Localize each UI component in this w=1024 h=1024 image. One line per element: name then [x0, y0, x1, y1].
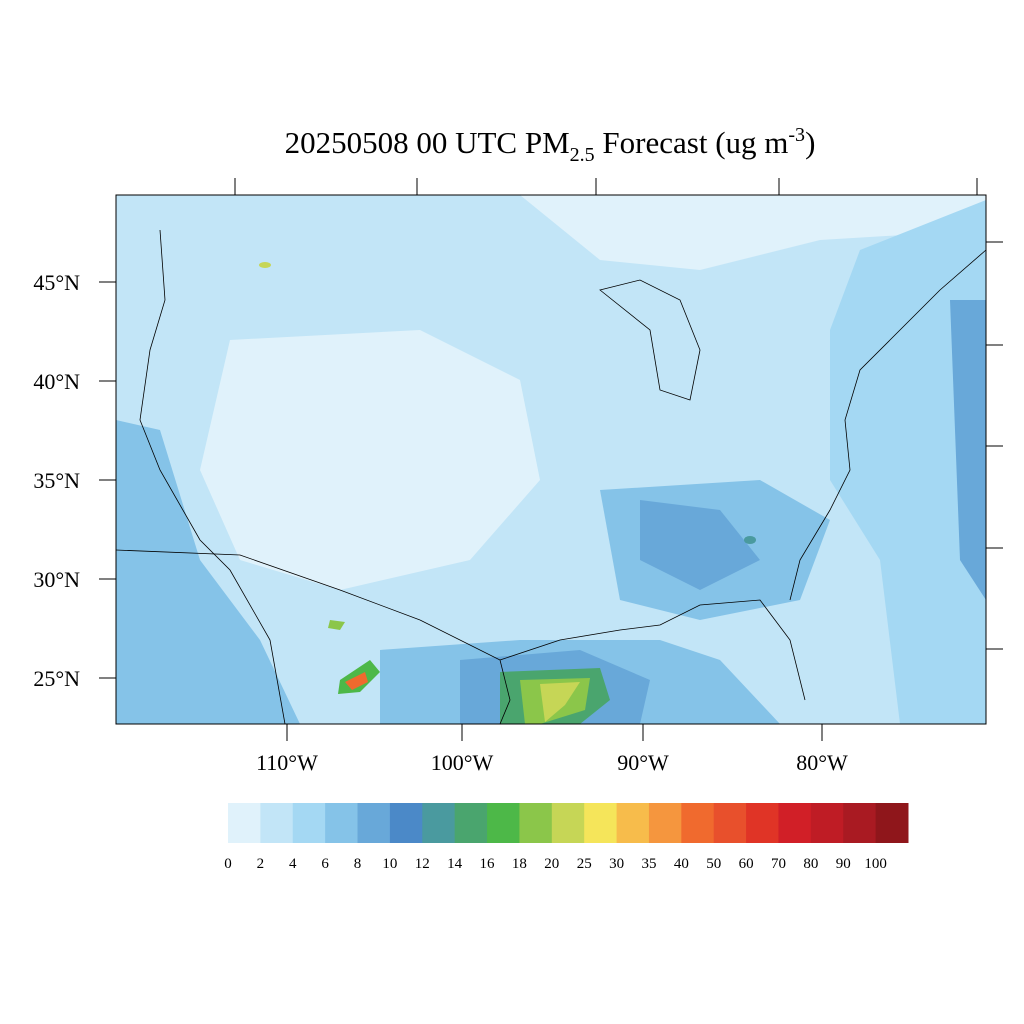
colorbar-swatch [487, 803, 520, 843]
colorbar-swatch [648, 803, 682, 843]
colorbar-label: 100 [864, 856, 887, 872]
coastlines [115, 229, 987, 725]
colorbar-swatch [454, 803, 488, 843]
colorbar-swatch [228, 803, 261, 843]
title: 20250508 00 UTC PM2.5 Forecast (ug m-3) [285, 124, 816, 166]
colorbar-label: 35 [641, 856, 656, 872]
colorbar-swatch [746, 803, 779, 843]
colorbar-swatch [713, 803, 747, 843]
colorbar-label: 20 [544, 856, 559, 872]
colorbar-swatch [681, 803, 715, 843]
colorbar-swatch [843, 803, 877, 843]
colorbar-swatch [551, 803, 585, 843]
axis-labels: 45°N 40°N 35°N 30°N 25°N 110°W 100°W 90°W 80°W [33, 270, 848, 775]
colorbar-label: 70 [771, 856, 786, 872]
colorbar-label: 8 [354, 856, 362, 872]
colorbar-swatch [875, 803, 909, 843]
colorbar: 0 2 4 6 8 10 12 14 16 18 20 25 30 35 40 50 60 70 80 90 100 [224, 803, 909, 872]
lon-label: 110°W [256, 750, 318, 775]
colorbar-label: 30 [609, 856, 624, 872]
lat-label: 30°N [33, 567, 80, 592]
colorbar-label: 14 [447, 856, 463, 872]
colorbar-label: 40 [674, 856, 689, 872]
title-middle: Forecast (ug m [595, 125, 789, 160]
map-frame [115, 194, 987, 725]
colorbar-swatch [810, 803, 844, 843]
colorbar-label: 10 [382, 856, 397, 872]
title-suffix: ) [805, 125, 815, 160]
lon-label: 90°W [617, 750, 669, 775]
colorbar-label: 90 [836, 856, 851, 872]
colorbar-label: 16 [480, 856, 496, 872]
colorbar-swatch [325, 803, 359, 843]
colorbar-swatch [260, 803, 294, 843]
colorbar-swatch [778, 803, 812, 843]
colorbar-swatch [292, 803, 326, 843]
title-superscript: -3 [788, 124, 805, 146]
colorbar-swatch [519, 803, 553, 843]
map-field [116, 195, 986, 724]
colorbar-label: 2 [257, 856, 265, 872]
lon-label: 80°W [796, 750, 848, 775]
lon-label: 100°W [431, 750, 494, 775]
colorbar-label: 80 [803, 856, 818, 872]
title-subscript: 2.5 [570, 144, 595, 166]
colorbar-label: 60 [739, 856, 754, 872]
colorbar-label: 12 [415, 856, 430, 872]
lat-label: 45°N [33, 270, 80, 295]
lat-label: 35°N [33, 468, 80, 493]
frame-ticks [99, 178, 1003, 741]
colorbar-label: 50 [706, 856, 721, 872]
lat-label: 25°N [33, 666, 80, 691]
colorbar-label: 6 [321, 856, 329, 872]
colorbar-label: 18 [512, 856, 527, 872]
colorbar-label: 25 [577, 856, 592, 872]
colorbar-label: 4 [289, 856, 297, 872]
colorbar-swatch [584, 803, 618, 843]
title-prefix: 20250508 00 UTC PM [285, 125, 570, 160]
colorbar-swatch [422, 803, 456, 843]
colorbar-swatch [389, 803, 423, 843]
colorbar-swatch [616, 803, 650, 843]
lat-label: 40°N [33, 369, 80, 394]
colorbar-swatch [357, 803, 391, 843]
colorbar-label: 0 [224, 856, 232, 872]
